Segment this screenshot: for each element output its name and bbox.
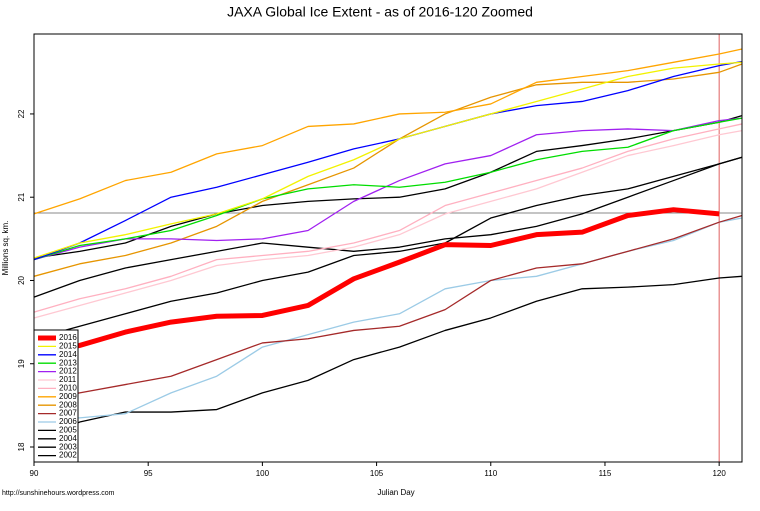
y-axis-title: Millions sq. km. bbox=[1, 221, 10, 276]
legend-label: 2006 bbox=[59, 417, 77, 426]
series-line bbox=[33, 63, 743, 277]
y-tick-label: 19 bbox=[17, 359, 26, 368]
y-tick-label: 20 bbox=[17, 275, 26, 284]
series-line bbox=[33, 156, 743, 298]
legend-label: 2011 bbox=[59, 375, 77, 384]
y-tick-label: 21 bbox=[17, 192, 26, 201]
chart-title: JAXA Global Ice Extent - as of 2016-120 … bbox=[227, 4, 533, 20]
legend-label: 2004 bbox=[59, 434, 77, 443]
series-line bbox=[33, 48, 743, 215]
x-tick-label: 90 bbox=[30, 469, 39, 478]
series-line bbox=[33, 156, 743, 340]
legend-label: 2007 bbox=[59, 409, 77, 418]
x-tick-label: 115 bbox=[599, 469, 612, 478]
x-tick-label: 110 bbox=[484, 469, 497, 478]
legend-label: 2003 bbox=[59, 442, 77, 451]
series-line bbox=[33, 60, 743, 261]
legend-label: 2005 bbox=[59, 426, 77, 435]
legend-label: 2014 bbox=[59, 350, 77, 359]
x-tick-label: 95 bbox=[144, 469, 153, 478]
legend-label: 2002 bbox=[59, 451, 77, 460]
legend-label: 2013 bbox=[59, 358, 77, 367]
source: http://sunshinehours.wordpress.com bbox=[2, 490, 115, 497]
series-line bbox=[33, 214, 743, 402]
series-line bbox=[33, 123, 743, 313]
legend-label: 2016 bbox=[59, 333, 77, 342]
series-line bbox=[33, 114, 743, 259]
series-line bbox=[33, 207, 720, 358]
y-tick-label: 22 bbox=[17, 109, 26, 118]
y-tick-label: 18 bbox=[17, 442, 26, 451]
legend-label: 2015 bbox=[59, 342, 77, 351]
x-tick-label: 105 bbox=[370, 469, 384, 478]
series-line bbox=[33, 117, 743, 261]
series-line bbox=[33, 275, 743, 444]
x-axis-title: Julian Day bbox=[377, 488, 414, 497]
plot-frame bbox=[33, 33, 743, 463]
legend-label: 2009 bbox=[59, 392, 77, 401]
legend-label: 2008 bbox=[59, 400, 77, 409]
x-tick-label: 100 bbox=[256, 469, 270, 478]
legend-box bbox=[33, 329, 79, 463]
legend-label: 2012 bbox=[59, 367, 77, 376]
legend-label: 2010 bbox=[59, 384, 77, 393]
x-tick-label: 120 bbox=[712, 469, 726, 478]
series-line bbox=[33, 129, 743, 319]
series-line bbox=[33, 117, 743, 261]
series-line bbox=[33, 61, 743, 259]
